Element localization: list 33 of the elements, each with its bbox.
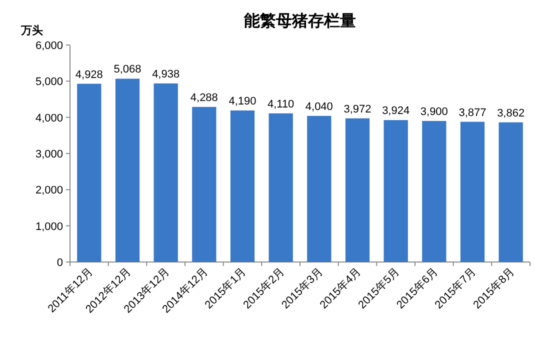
bar [115, 78, 140, 262]
data-label: 4,928 [75, 68, 103, 81]
bar [422, 120, 446, 262]
y-tick-label: 4,000 [35, 112, 63, 124]
bar [154, 83, 178, 262]
data-label: 5,068 [114, 64, 142, 76]
data-label: 3,924 [382, 105, 410, 118]
bar [307, 116, 332, 262]
data-label: 3,877 [458, 106, 486, 119]
data-label: 4,190 [228, 95, 256, 108]
data-label: 3,972 [344, 103, 372, 116]
bar [498, 122, 523, 262]
y-tick-label: 6,000 [35, 40, 63, 52]
y-tick-label: 0 [56, 257, 63, 269]
chart-title: 能繁母猪存栏量 [244, 12, 356, 30]
y-tick-label: 3,000 [35, 148, 63, 160]
bar [460, 122, 485, 262]
bar [384, 120, 408, 262]
data-label: 4,110 [267, 98, 294, 110]
y-tick-label: 5,000 [35, 76, 63, 88]
data-label: 4,040 [305, 100, 333, 113]
bar [77, 84, 102, 262]
bar [230, 110, 255, 262]
y-tick-label: 2,000 [35, 184, 63, 197]
data-label: 4,288 [190, 92, 218, 104]
bar [345, 118, 370, 262]
data-label: 3,900 [420, 106, 448, 118]
data-label: 3,862 [497, 107, 525, 120]
bar [268, 113, 293, 262]
y-tick-label: 1,000 [35, 220, 63, 233]
bar [192, 106, 216, 262]
data-label: 4,938 [152, 68, 180, 80]
y-axis-title: 万头 [20, 24, 43, 37]
